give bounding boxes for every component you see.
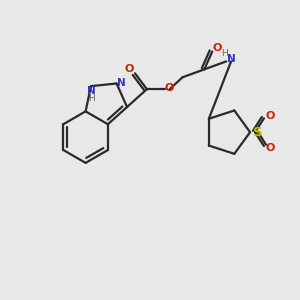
Text: H: H <box>221 49 227 58</box>
Text: O: O <box>165 83 174 93</box>
Text: N: N <box>227 54 236 64</box>
Text: N: N <box>87 86 95 96</box>
Text: O: O <box>212 43 222 52</box>
Text: O: O <box>265 143 274 153</box>
Text: S: S <box>253 126 263 139</box>
Text: N: N <box>117 79 126 88</box>
Text: O: O <box>124 64 134 74</box>
Text: O: O <box>265 111 274 121</box>
Text: H: H <box>88 94 95 103</box>
